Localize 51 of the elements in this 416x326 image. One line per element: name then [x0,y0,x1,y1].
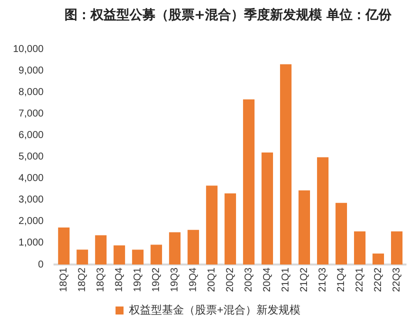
x-tick-label: 19Q1 [132,267,144,292]
x-tick-label: 20Q4 [262,267,274,292]
bar [95,235,107,265]
y-tick-label: 1,000 [18,238,44,249]
y-tick-label: 7,000 [18,108,44,120]
bar [298,190,310,265]
x-tick-label: 20Q1 [206,267,218,292]
x-tick-label: 20Q3 [244,267,255,292]
bar [354,231,366,265]
y-tick-label: 10,000 [12,44,44,55]
x-tick-label: 19Q4 [188,267,200,292]
bar [114,245,126,265]
x-tick-label: 18Q3 [96,267,107,292]
bar [76,250,88,265]
y-tick-label: 4,000 [18,173,44,184]
bar [58,227,70,265]
y-tick-label: 9,000 [18,65,44,76]
chart-title: 图：权益型公募（股票+混合）季度新发规模 单位：亿份 [63,6,393,24]
bar [372,254,384,265]
bar [132,250,144,265]
x-tick-label: 18Q2 [77,267,88,292]
x-tick-label: 22Q3 [392,267,402,292]
x-tick-label: 21Q1 [280,267,292,292]
bar [280,64,292,265]
y-tick-label: 8,000 [18,86,44,98]
x-tick-label: 20Q2 [225,267,236,292]
x-tick-label: 21Q4 [336,267,348,292]
y-tick-label: 5,000 [18,152,44,163]
x-tick-label: 19Q3 [170,267,181,292]
x-tick-label: 18Q1 [58,267,70,292]
y-tick-label: 2,000 [18,216,44,228]
bar [336,202,347,265]
bar [391,231,402,265]
bar [188,230,200,265]
bar [150,244,162,265]
x-tick-label: 21Q3 [318,267,329,292]
x-tick-label: 19Q2 [151,267,162,292]
x-tick-label: 22Q1 [354,267,366,292]
bar [169,232,181,265]
x-tick-label: 22Q2 [373,267,384,292]
y-tick-label: 0 [38,259,44,270]
x-tick-label: 21Q2 [299,267,310,292]
bar [243,99,255,265]
bar [224,193,236,265]
y-tick-label: 6,000 [18,130,44,141]
bar [317,157,329,265]
x-tick-label: 18Q4 [114,267,126,292]
bar [262,152,274,265]
legend-label: 权益型基金（股票+混合）新发规模 [128,304,300,317]
y-tick-label: 3,000 [18,194,44,206]
bar [206,186,218,265]
